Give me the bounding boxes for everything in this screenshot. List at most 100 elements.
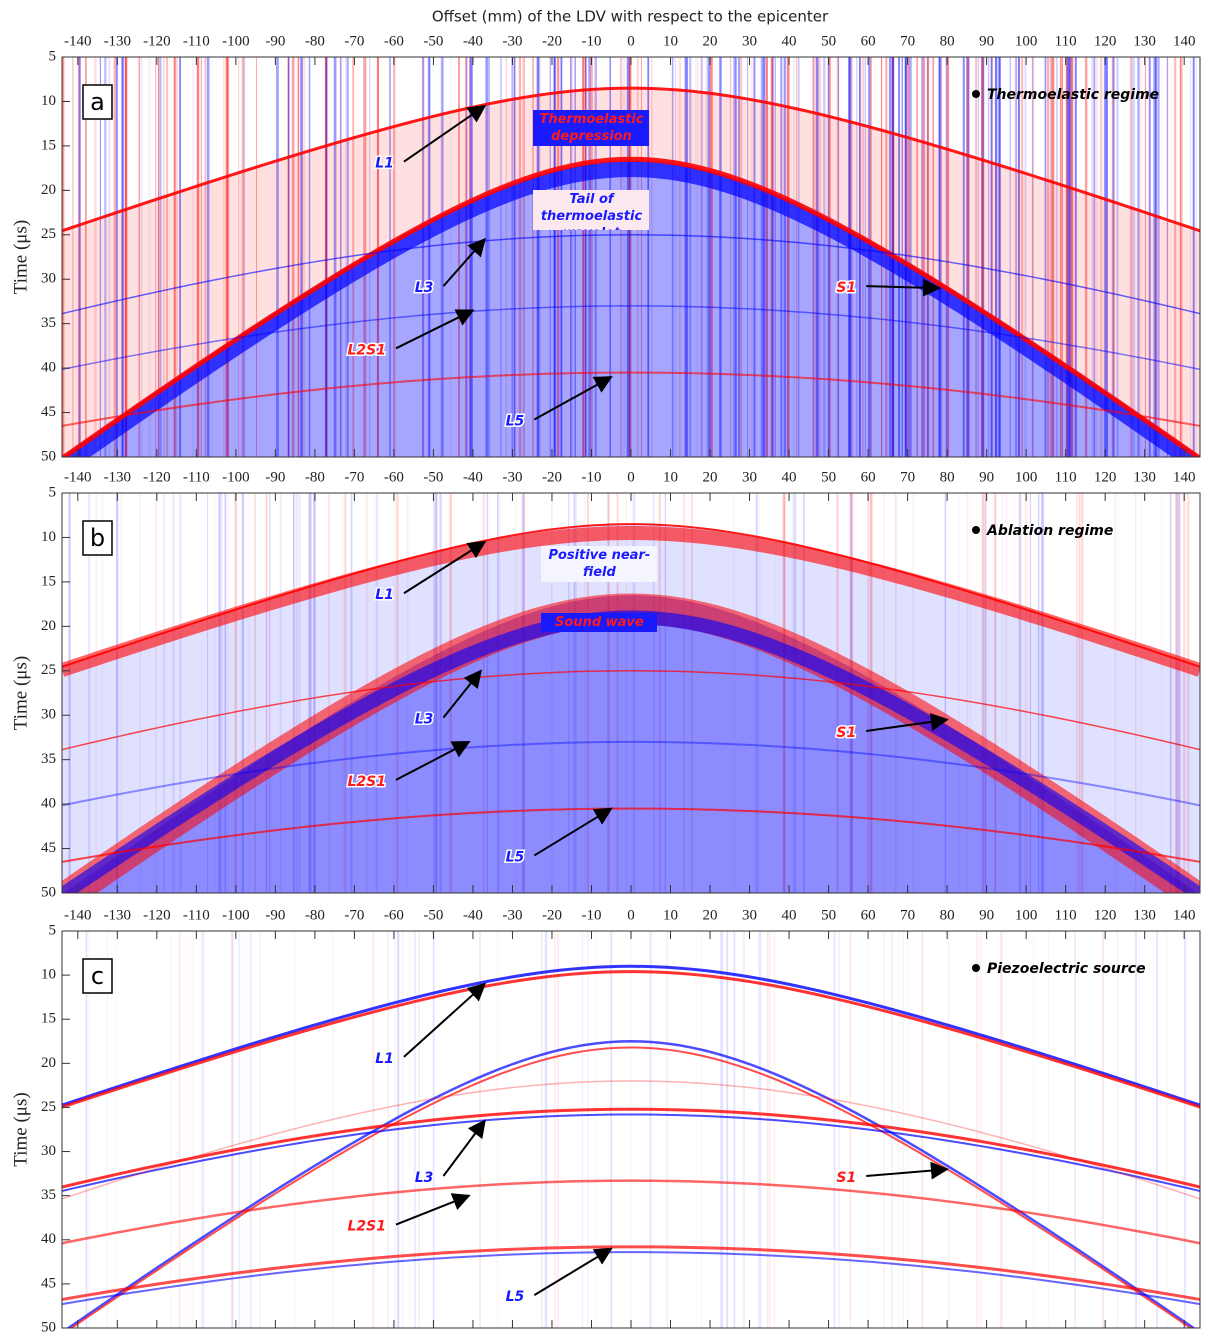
stripe: [1105, 57, 1108, 457]
stripe: [1046, 57, 1050, 457]
y-tick-label: 35: [41, 1187, 56, 1203]
y-tick-label: 5: [49, 484, 57, 500]
stripe: [1170, 493, 1172, 893]
stripe: [628, 57, 630, 457]
stripe: [1156, 931, 1158, 1328]
stripe: [243, 57, 246, 457]
stripe: [985, 493, 987, 893]
stripe: [85, 57, 87, 457]
x-tick-label: 10: [663, 33, 678, 49]
stripe: [587, 931, 589, 1328]
y-tick-label: 30: [41, 271, 56, 287]
stripe: [1060, 57, 1062, 457]
wavefront: [62, 305, 1200, 371]
x-tick-label: -140: [64, 907, 92, 923]
stripe: [498, 493, 501, 893]
stripe: [1065, 57, 1068, 457]
stripe: [1134, 493, 1137, 893]
x-tick-label: -120: [143, 469, 171, 485]
stripe: [1177, 493, 1181, 893]
stripe: [287, 57, 289, 457]
wave-region: [62, 88, 1200, 457]
stripe: [797, 57, 800, 457]
stripe: [523, 57, 525, 457]
annotation: L5: [506, 413, 525, 429]
stripe: [588, 57, 591, 457]
stripe: [124, 57, 126, 457]
stripe: [418, 931, 420, 1328]
stripe: [372, 931, 375, 1328]
stripe: [139, 493, 142, 893]
stripe: [729, 57, 732, 457]
stripe: [259, 931, 261, 1328]
stripe: [291, 57, 293, 457]
x-tick-label: 60: [861, 33, 876, 49]
x-tick-label: 30: [742, 907, 757, 923]
y-tick-label: 30: [41, 707, 56, 723]
stripe: [658, 493, 661, 893]
stripe: [408, 931, 410, 1328]
stripe: [653, 493, 655, 893]
wavefront: [66, 1040, 1196, 1328]
x-tick-label: -100: [222, 33, 250, 49]
stripe: [465, 57, 468, 457]
stripe: [1029, 493, 1032, 893]
stripe: [172, 493, 175, 893]
stripe: [241, 931, 243, 1328]
x-tick-label: -130: [104, 33, 132, 49]
stripe: [812, 57, 815, 457]
stripe: [1032, 57, 1034, 457]
stripe: [685, 57, 688, 457]
stripe: [699, 57, 702, 457]
stripe: [186, 931, 187, 1328]
stripe: [570, 57, 573, 457]
stripe: [521, 493, 525, 893]
wavefront: [69, 1046, 1193, 1328]
y-tick-label: 5: [49, 48, 57, 64]
annotation: Sound wave: [541, 612, 658, 632]
stripe: [482, 493, 485, 893]
stripe: [200, 57, 202, 457]
stripe: [427, 57, 430, 457]
stripe: [946, 57, 950, 457]
stripe: [94, 57, 97, 457]
x-axis-title: Offset (mm) of the LDV with respect to t…: [432, 8, 829, 26]
stripe: [1129, 57, 1132, 457]
stripe: [298, 493, 301, 893]
stripe: [678, 57, 681, 457]
x-tick-label: 30: [742, 33, 757, 49]
stripe: [302, 57, 306, 457]
stripe: [1031, 57, 1034, 457]
stripe: [861, 57, 864, 457]
stripe: [651, 57, 653, 457]
panel-label-box: [82, 958, 113, 994]
stripe: [99, 57, 101, 457]
x-tick-label: -60: [384, 33, 404, 49]
stripe: [1009, 57, 1011, 457]
x-tick-label: 140: [1173, 907, 1196, 923]
y-tick-label: 45: [41, 404, 56, 420]
stripe: [544, 931, 548, 1328]
stripe: [68, 493, 71, 893]
stripe: [231, 931, 233, 1328]
stripe: [944, 493, 947, 893]
stripe: [429, 57, 431, 457]
stripe: [234, 493, 237, 893]
stripe: [328, 493, 330, 893]
stripe: [994, 57, 998, 457]
y-axis-title: Time (μs): [10, 656, 31, 730]
x-tick-label: 20: [703, 33, 718, 49]
stripe: [762, 57, 766, 457]
stripe: [72, 57, 74, 457]
x-tick-label: -120: [143, 33, 171, 49]
x-tick-label: 80: [940, 469, 955, 485]
stripe: [733, 493, 735, 893]
stripe: [768, 931, 771, 1328]
stripe: [1033, 931, 1034, 1328]
stripe: [449, 57, 452, 457]
stripe: [1018, 493, 1021, 893]
stripe: [694, 57, 697, 457]
stripe: [607, 493, 609, 893]
x-tick-label: 80: [940, 33, 955, 49]
stripe: [113, 57, 116, 457]
